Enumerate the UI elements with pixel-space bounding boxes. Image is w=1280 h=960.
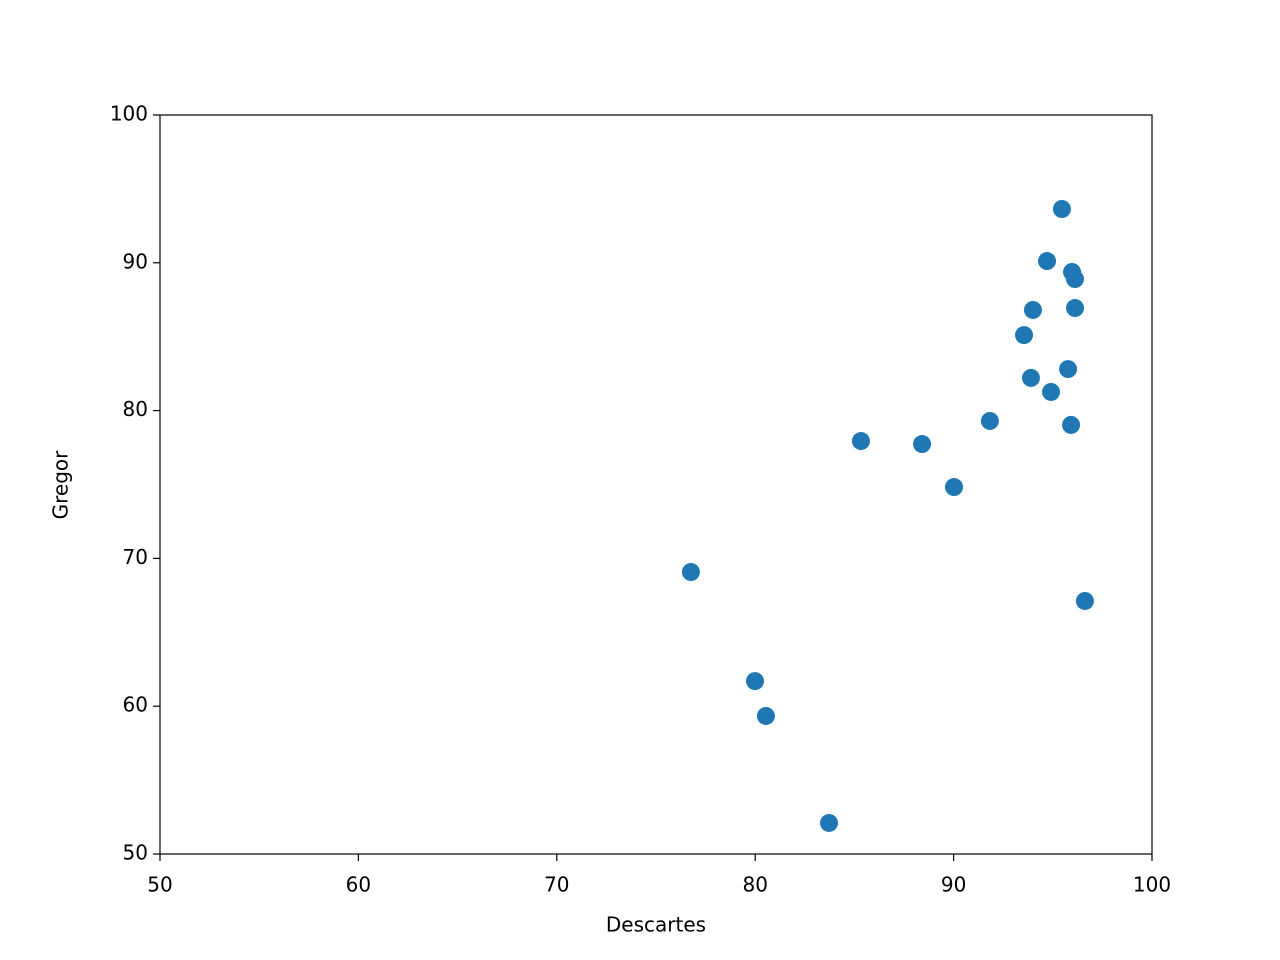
point [1042,382,1061,401]
point [1059,360,1078,379]
y-tick-label: 100 [110,102,148,126]
plot-frame [159,114,1153,855]
x-tick-label: 100 [1133,873,1171,897]
point [1066,270,1085,289]
y-tick-label: 80 [123,397,148,421]
point [1023,300,1042,319]
point [1015,326,1034,345]
y-axis-label: Gregor [49,450,73,520]
point [1021,368,1040,387]
x-tick-label: 90 [941,873,966,897]
point [944,478,963,497]
x-axis-label: Descartes [606,913,706,937]
y-tick-label: 90 [123,249,148,273]
point [913,435,932,454]
point [1052,200,1071,219]
x-tick-label: 80 [742,873,767,897]
point [1038,252,1057,271]
y-tick-label: 50 [123,841,148,865]
point [1066,299,1085,318]
point [820,813,839,832]
point [756,706,775,725]
y-tick-label: 70 [123,545,148,569]
x-tick-label: 60 [346,873,371,897]
x-tick-label: 50 [147,873,172,897]
point [746,672,765,691]
point [681,562,700,581]
y-tick-label: 60 [123,693,148,717]
point [851,432,870,451]
point [980,411,999,430]
point [1075,591,1094,610]
x-tick-label: 70 [544,873,569,897]
point [1062,415,1081,434]
